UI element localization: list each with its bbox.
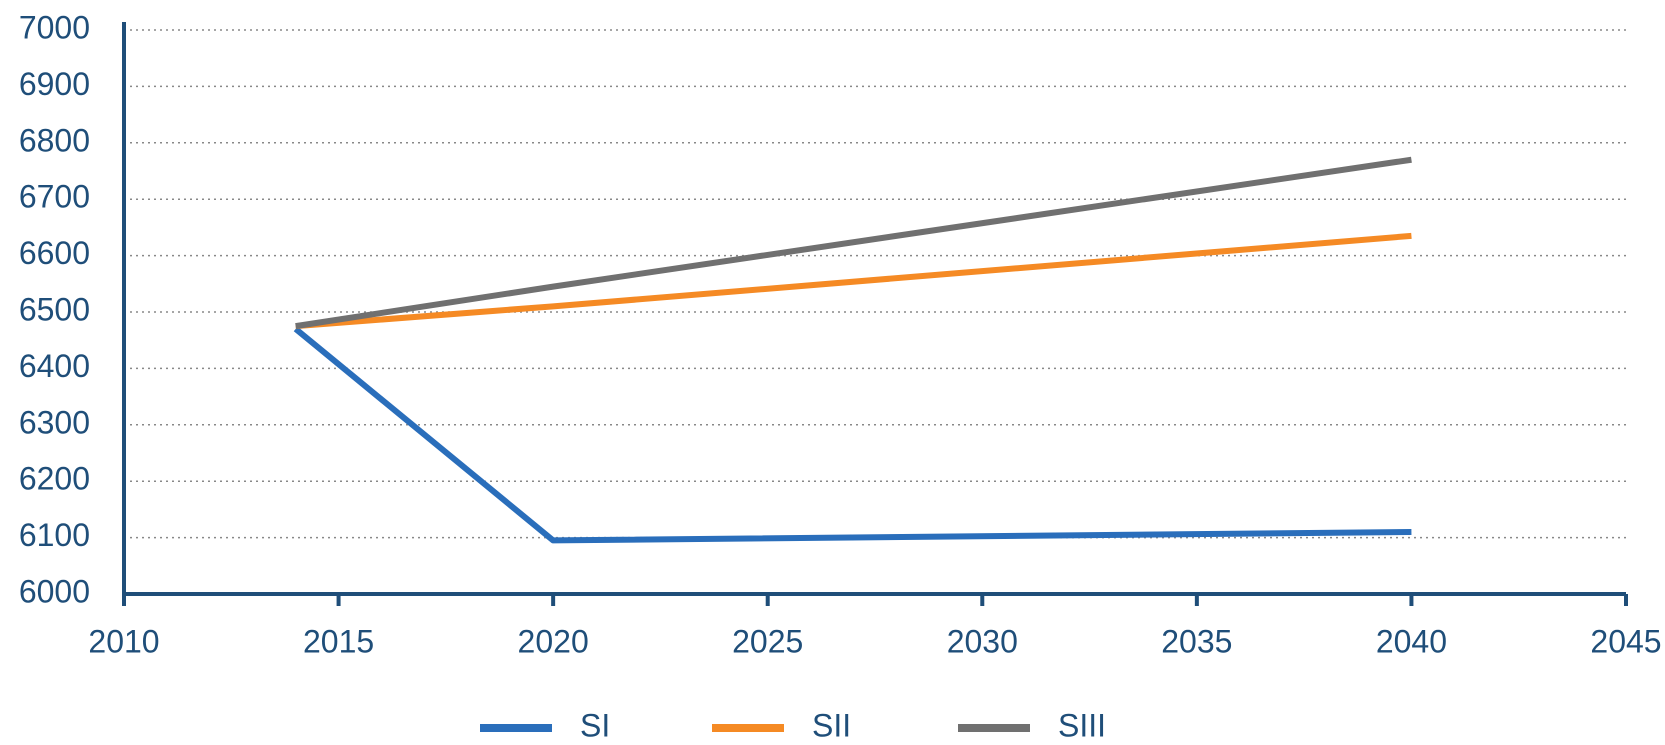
x-tick-label: 2045 — [1590, 623, 1661, 659]
y-tick-label: 6600 — [19, 235, 90, 271]
series-line — [295, 232, 1412, 330]
x-tick-label: 2040 — [1376, 623, 1447, 659]
y-tick-label: 6700 — [19, 179, 90, 215]
legend-label: SIII — [1058, 707, 1106, 743]
x-tick-label: 2030 — [947, 623, 1018, 659]
y-tick-label: 7000 — [19, 9, 90, 45]
y-tick-label: 6400 — [19, 348, 90, 384]
x-tick-label: 2010 — [88, 623, 159, 659]
x-tick-label: 2035 — [1161, 623, 1232, 659]
series-line — [293, 326, 1412, 544]
y-tick-label: 6300 — [19, 404, 90, 440]
y-tick-label: 6000 — [19, 573, 90, 609]
y-tick-label: 6500 — [19, 291, 90, 327]
y-tick-label: 6100 — [19, 517, 90, 553]
y-tick-label: 6900 — [19, 66, 90, 102]
x-tick-label: 2015 — [303, 623, 374, 659]
x-tick-label: 2020 — [518, 623, 589, 659]
y-tick-label: 6800 — [19, 122, 90, 158]
y-tick-label: 6200 — [19, 461, 90, 497]
legend-label: SI — [580, 707, 610, 743]
legend-label: SII — [812, 707, 851, 743]
series-line — [295, 156, 1412, 330]
x-tick-label: 2025 — [732, 623, 803, 659]
